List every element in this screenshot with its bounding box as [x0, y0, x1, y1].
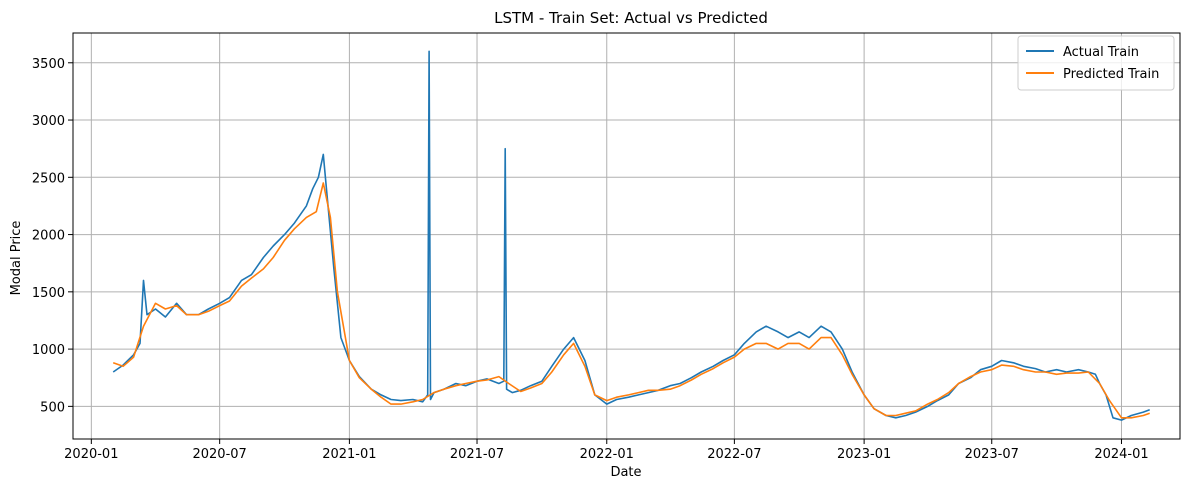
series-layer [112, 50, 1150, 421]
x-tick-label: 2020-07 [192, 447, 246, 462]
legend-box [1017, 35, 1175, 91]
y-tick-label: 3000 [32, 114, 65, 129]
ticks: 2020-01 2020-07 2021-01 2021-07 2022-01 2022-… [32, 57, 1149, 462]
series-line-predicted-train [112, 182, 1150, 419]
legend-label: Actual Train [1063, 45, 1139, 60]
y-tick-label: 500 [40, 400, 65, 415]
x-tick-label: 2024-01 [1094, 447, 1148, 462]
legend-label: Predicted Train [1063, 67, 1159, 82]
x-tick-label: 2023-01 [837, 447, 891, 462]
x-tick-label: 2021-07 [450, 447, 504, 462]
grid [73, 33, 1180, 439]
x-tick-label: 2022-07 [707, 447, 761, 462]
y-tick-label: 2500 [32, 171, 65, 186]
y-axis-label: Modal Price [9, 221, 24, 296]
x-tick-label: 2023-07 [965, 447, 1019, 462]
plot-frame [72, 32, 1181, 440]
x-tick-label: 2020-01 [64, 447, 118, 462]
y-tick-label: 1500 [32, 286, 65, 301]
x-tick-label: 2022-01 [580, 447, 634, 462]
x-tick-label: 2021-01 [322, 447, 376, 462]
legend: Actual Train Predicted Train [1017, 35, 1175, 91]
chart-title: LSTM - Train Set: Actual vs Predicted [494, 9, 768, 27]
y-tick-label: 1000 [32, 343, 65, 358]
y-tick-label: 3500 [32, 57, 65, 72]
x-axis-label: Date [610, 465, 641, 480]
series-line-actual-train [112, 50, 1150, 421]
y-tick-label: 2000 [32, 229, 65, 244]
